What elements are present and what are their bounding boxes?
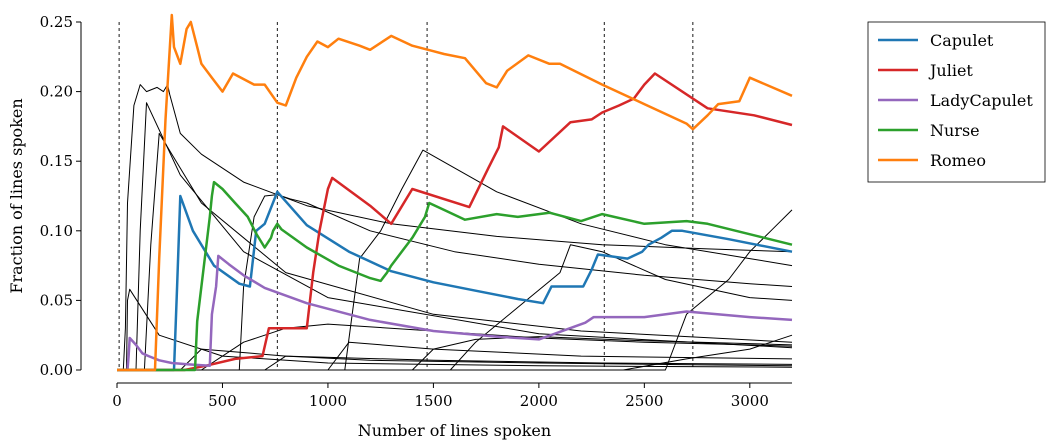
unlabeled-series-line-3 bbox=[117, 102, 793, 371]
legend-label-juliet: Juliet bbox=[928, 61, 973, 80]
legend-label-capulet: Capulet bbox=[930, 31, 994, 50]
y-axis-label: Fraction of lines spoken bbox=[7, 98, 26, 293]
x-tick-label: 2000 bbox=[520, 392, 558, 410]
unlabeled-series-line-6 bbox=[117, 149, 793, 371]
x-tick-label: 3000 bbox=[731, 392, 769, 410]
unlabeled-series-line-2 bbox=[117, 288, 793, 371]
series-line-romeo bbox=[117, 13, 793, 372]
y-ticks: 0.00 0.05 0.10 0.15 0.20 0.25 bbox=[40, 13, 81, 379]
series-line-nurse bbox=[117, 180, 793, 372]
unlabeled-series-line-7 bbox=[117, 244, 793, 371]
x-tick-label: 500 bbox=[208, 392, 237, 410]
series-line-capulet bbox=[117, 190, 793, 372]
series-line-ladycapulet bbox=[117, 254, 793, 372]
unlabeled-series-line-14 bbox=[117, 341, 793, 371]
y-tick-label: 0.05 bbox=[40, 291, 73, 309]
x-tick-label: 1500 bbox=[414, 392, 452, 410]
unlabeled-series-line-11 bbox=[117, 334, 793, 371]
legend: Capulet Juliet LadyCapulet Nurse Romeo bbox=[867, 21, 1046, 183]
legend-label-romeo: Romeo bbox=[930, 151, 986, 170]
unlabeled-series-line-1 bbox=[117, 84, 793, 371]
unlabeled-series-line-8 bbox=[117, 209, 793, 371]
axes: 0 500 1000 1500 2000 2500 3000 0.00 0.05 0.10 0.1… bbox=[40, 13, 792, 410]
y-tick-label: 0.20 bbox=[40, 83, 73, 101]
x-tick-label: 1000 bbox=[309, 392, 347, 410]
y-tick-label: 0.15 bbox=[40, 152, 73, 170]
y-tick-label: 0.00 bbox=[40, 361, 73, 379]
x-tick-label: 2500 bbox=[625, 392, 663, 410]
unlabeled-series-line-4 bbox=[117, 132, 793, 371]
series-line-juliet bbox=[117, 72, 793, 372]
x-tick-label: 0 bbox=[112, 392, 122, 410]
unlabeled-series-line-9 bbox=[117, 323, 793, 371]
x-axis-label: Number of lines spoken bbox=[358, 421, 551, 440]
legend-label-ladycapulet: LadyCapulet bbox=[930, 91, 1033, 110]
y-tick-label: 0.25 bbox=[40, 13, 73, 31]
legend-label-nurse: Nurse bbox=[930, 121, 980, 140]
y-tick-label: 0.10 bbox=[40, 222, 73, 240]
legend-frame bbox=[867, 21, 1046, 183]
named-series-lines bbox=[117, 13, 793, 372]
x-ticks: 0 500 1000 1500 2000 2500 3000 bbox=[112, 383, 769, 410]
